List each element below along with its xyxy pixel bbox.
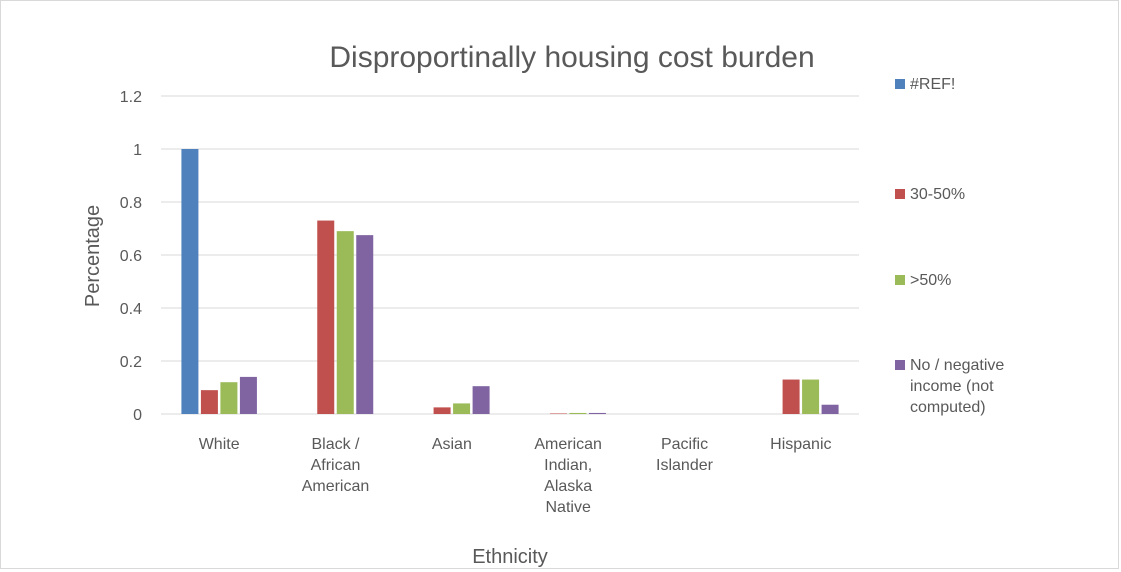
legend-swatch <box>895 275 905 285</box>
legend-entry: >50% <box>910 272 951 289</box>
x-category-label: White <box>199 436 240 453</box>
bar <box>200 390 218 414</box>
x-category-label: Pacific Islander <box>656 436 714 474</box>
y-tick-label: 1 <box>133 142 142 159</box>
bar <box>336 231 354 414</box>
bar <box>782 379 800 414</box>
gridlines <box>161 95 859 415</box>
y-axis-title: Percentage <box>82 205 104 307</box>
bar <box>569 412 587 414</box>
y-axis-ticks: 0 0.2 0.4 0.6 0.8 1 1.2 <box>120 89 142 424</box>
bar <box>220 382 238 414</box>
bar <box>453 403 471 414</box>
y-tick-label: 0.6 <box>120 248 142 265</box>
y-tick-label: 0 <box>133 407 142 424</box>
legend-swatch <box>895 79 905 89</box>
bars <box>181 149 839 414</box>
bar <box>433 407 451 414</box>
y-tick-label: 1.2 <box>120 89 142 106</box>
x-axis-categories: White Black / African American Asian American… <box>199 436 832 516</box>
legend: #REF! 30-50% >50% No / negative income (not c… <box>895 76 1004 416</box>
bar <box>317 220 335 414</box>
x-category-label: Asian <box>432 436 472 453</box>
bar <box>802 379 820 414</box>
bar <box>821 404 839 414</box>
bar <box>588 412 606 414</box>
legend-swatch <box>895 360 905 370</box>
y-tick-label: 0.8 <box>120 195 142 212</box>
x-category-label: Hispanic <box>770 436 831 453</box>
chart-title: Disproportinally housing cost burden <box>329 41 814 74</box>
bar <box>472 386 490 414</box>
legend-entry: 30-50% <box>910 186 965 203</box>
y-tick-label: 0.4 <box>120 301 142 318</box>
bar <box>549 413 567 414</box>
x-axis-title: Ethnicity <box>472 546 548 568</box>
bar <box>356 235 374 414</box>
y-tick-label: 0.2 <box>120 354 142 371</box>
legend-entry: No / negative income (not computed) <box>910 357 1004 416</box>
bar <box>239 376 257 414</box>
legend-entry: #REF! <box>910 76 955 93</box>
bar <box>181 149 199 414</box>
x-category-label: Black / African American <box>302 436 370 495</box>
x-category-label: American Indian, Alaska Native <box>534 436 602 516</box>
legend-swatch <box>895 189 905 199</box>
